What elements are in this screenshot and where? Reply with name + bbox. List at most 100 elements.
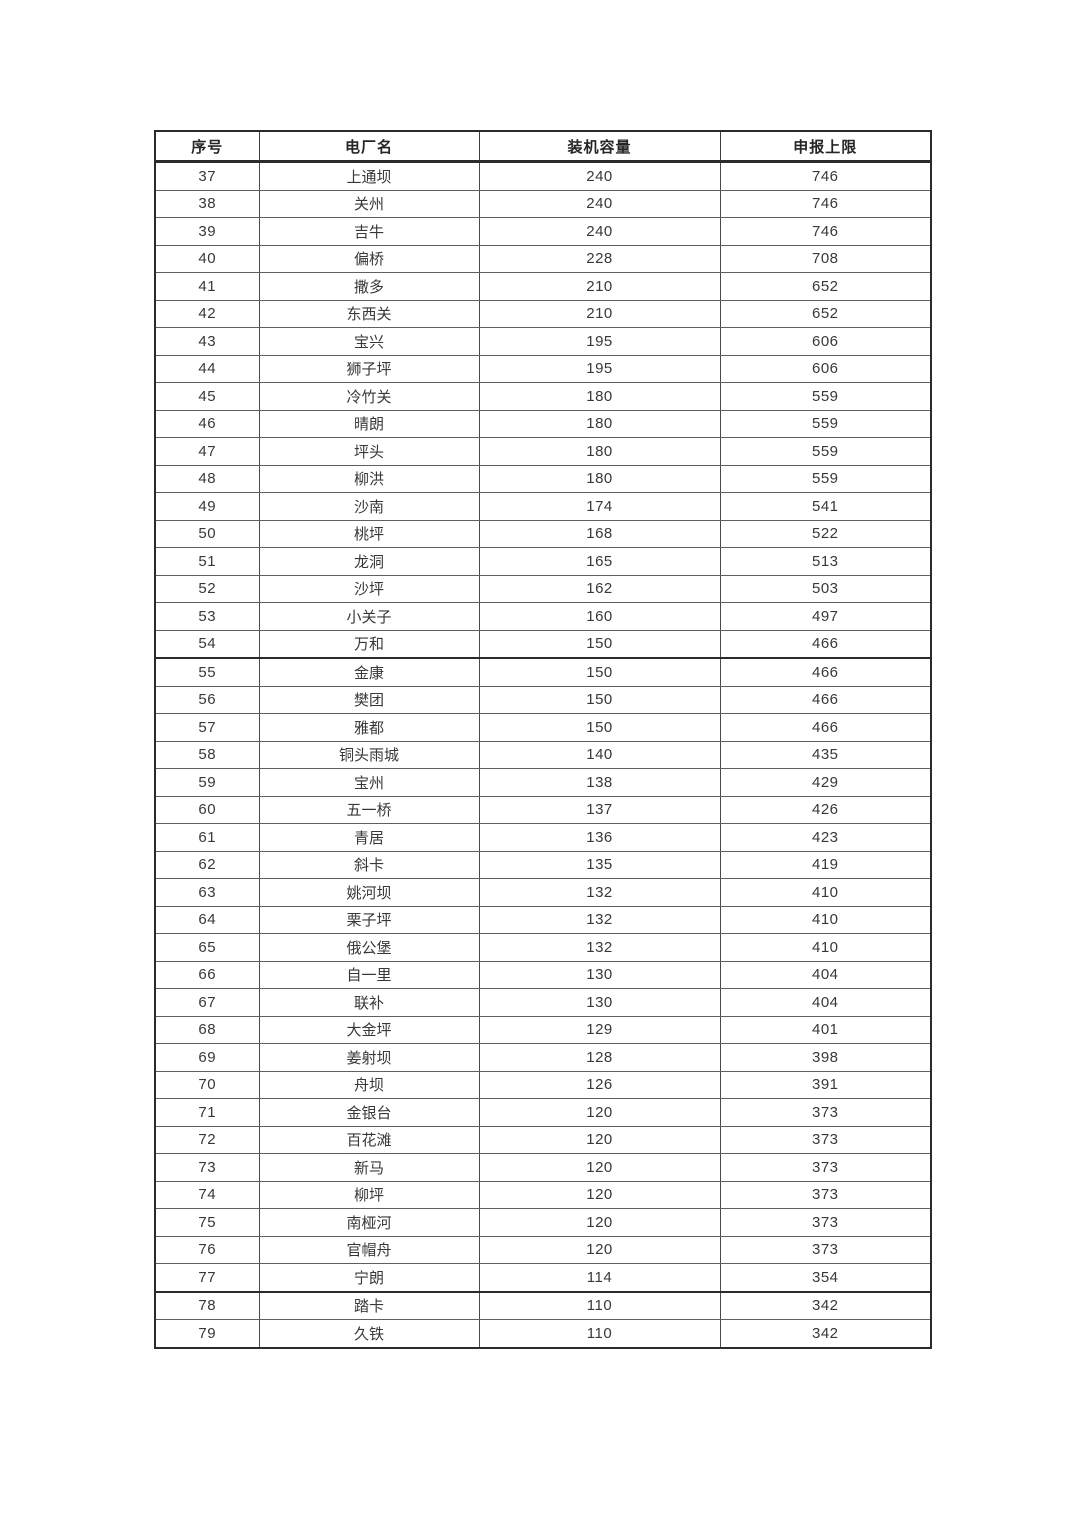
plant-name-cell: 龙洞 xyxy=(258,547,480,576)
limit-cell: 373 xyxy=(719,1236,932,1264)
plant-name-cell: 姚河坝 xyxy=(258,878,480,907)
serial-cell: 52 xyxy=(154,575,260,603)
serial-cell: 65 xyxy=(154,933,260,962)
capacity-cell: 180 xyxy=(478,465,721,493)
column-header: 序号 xyxy=(154,131,260,163)
plant-name-cell: 踏卡 xyxy=(258,1291,480,1320)
serial-cell: 75 xyxy=(154,1208,260,1237)
plant-name-cell: 青居 xyxy=(258,823,480,852)
plant-name-cell: 联补 xyxy=(258,988,480,1017)
capacity-cell: 120 xyxy=(478,1153,721,1182)
table-row: 72 百花滩 120 373 xyxy=(154,1126,932,1154)
capacity-cell: 180 xyxy=(478,437,721,466)
serial-cell: 58 xyxy=(154,741,260,769)
capacity-cell: 228 xyxy=(478,245,721,273)
capacity-cell: 114 xyxy=(478,1263,721,1293)
serial-cell: 47 xyxy=(154,437,260,466)
limit-cell: 746 xyxy=(719,190,932,218)
table-row: 47 坪头 180 559 xyxy=(154,437,932,466)
limit-cell: 559 xyxy=(719,410,932,438)
capacity-cell: 135 xyxy=(478,851,721,879)
table-row: 54 万和 150 466 xyxy=(154,630,932,659)
plant-name-cell: 万和 xyxy=(258,630,480,659)
table-row: 70 舟坝 126 391 xyxy=(154,1071,932,1099)
limit-cell: 373 xyxy=(719,1153,932,1182)
capacity-cell: 120 xyxy=(478,1181,721,1209)
table-row: 64 栗子坪 132 410 xyxy=(154,906,932,934)
table-row: 63 姚河坝 132 410 xyxy=(154,878,932,907)
table-row: 45 冷竹关 180 559 xyxy=(154,382,932,411)
limit-cell: 429 xyxy=(719,768,932,797)
table-row: 66 自一里 130 404 xyxy=(154,961,932,989)
capacity-cell: 110 xyxy=(478,1319,721,1348)
table-row: 75 南桠河 120 373 xyxy=(154,1208,932,1237)
serial-cell: 40 xyxy=(154,245,260,273)
table-row: 56 樊团 150 466 xyxy=(154,686,932,714)
limit-cell: 354 xyxy=(719,1263,932,1293)
plant-name-cell: 金康 xyxy=(258,658,480,687)
limit-cell: 708 xyxy=(719,245,932,273)
serial-cell: 72 xyxy=(154,1126,260,1154)
limit-cell: 606 xyxy=(719,355,932,383)
table-row: 62 斜卡 135 419 xyxy=(154,851,932,879)
serial-cell: 42 xyxy=(154,300,260,328)
plant-name-cell: 偏桥 xyxy=(258,245,480,273)
table-row: 76 官帽舟 120 373 xyxy=(154,1236,932,1264)
serial-cell: 43 xyxy=(154,327,260,356)
serial-cell: 66 xyxy=(154,961,260,989)
table-row: 58 铜头雨城 140 435 xyxy=(154,741,932,769)
limit-cell: 746 xyxy=(719,161,932,191)
limit-cell: 373 xyxy=(719,1098,932,1127)
column-header: 申报上限 xyxy=(719,131,932,163)
capacity-cell: 180 xyxy=(478,382,721,411)
serial-cell: 73 xyxy=(154,1153,260,1182)
serial-cell: 51 xyxy=(154,547,260,576)
table-row: 61 青居 136 423 xyxy=(154,823,932,852)
plant-name-cell: 俄公堡 xyxy=(258,933,480,962)
capacity-cell: 128 xyxy=(478,1043,721,1072)
table-row: 46 晴朗 180 559 xyxy=(154,410,932,438)
table-row: 68 大金坪 129 401 xyxy=(154,1016,932,1044)
capacity-cell: 180 xyxy=(478,410,721,438)
capacity-cell: 130 xyxy=(478,988,721,1017)
capacity-cell: 195 xyxy=(478,327,721,356)
serial-cell: 48 xyxy=(154,465,260,493)
plant-name-cell: 百花滩 xyxy=(258,1126,480,1154)
table-row: 41 撒多 210 652 xyxy=(154,272,932,301)
serial-cell: 71 xyxy=(154,1098,260,1127)
plant-name-cell: 大金坪 xyxy=(258,1016,480,1044)
table-row: 57 雅都 150 466 xyxy=(154,713,932,742)
plant-name-cell: 久铁 xyxy=(258,1319,480,1348)
table-row: 53 小关子 160 497 xyxy=(154,602,932,631)
power-plant-table: 序号 电厂名 装机容量 申报上限 37 上通坝 240 746 38 关州 240 746 39 吉牛 2… xyxy=(154,130,932,1349)
serial-cell: 78 xyxy=(154,1291,260,1320)
serial-cell: 57 xyxy=(154,713,260,742)
limit-cell: 398 xyxy=(719,1043,932,1072)
capacity-cell: 240 xyxy=(478,217,721,246)
limit-cell: 466 xyxy=(719,713,932,742)
capacity-cell: 240 xyxy=(478,161,721,191)
capacity-cell: 138 xyxy=(478,768,721,797)
capacity-cell: 210 xyxy=(478,272,721,301)
limit-cell: 513 xyxy=(719,547,932,576)
limit-cell: 426 xyxy=(719,796,932,824)
capacity-cell: 240 xyxy=(478,190,721,218)
limit-cell: 342 xyxy=(719,1319,932,1348)
plant-name-cell: 姜射坝 xyxy=(258,1043,480,1072)
plant-name-cell: 撒多 xyxy=(258,272,480,301)
serial-cell: 74 xyxy=(154,1181,260,1209)
table-row: 44 狮子坪 195 606 xyxy=(154,355,932,383)
capacity-cell: 137 xyxy=(478,796,721,824)
table-row: 39 吉牛 240 746 xyxy=(154,217,932,246)
capacity-cell: 150 xyxy=(478,713,721,742)
limit-cell: 466 xyxy=(719,658,932,687)
table-row: 60 五一桥 137 426 xyxy=(154,796,932,824)
capacity-cell: 120 xyxy=(478,1236,721,1264)
limit-cell: 652 xyxy=(719,272,932,301)
limit-cell: 466 xyxy=(719,686,932,714)
limit-cell: 652 xyxy=(719,300,932,328)
table-row: 38 关州 240 746 xyxy=(154,190,932,218)
capacity-cell: 168 xyxy=(478,520,721,548)
serial-cell: 50 xyxy=(154,520,260,548)
plant-name-cell: 吉牛 xyxy=(258,217,480,246)
